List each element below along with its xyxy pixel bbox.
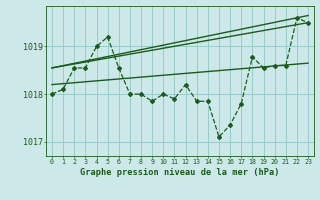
X-axis label: Graphe pression niveau de la mer (hPa): Graphe pression niveau de la mer (hPa) bbox=[80, 168, 280, 177]
